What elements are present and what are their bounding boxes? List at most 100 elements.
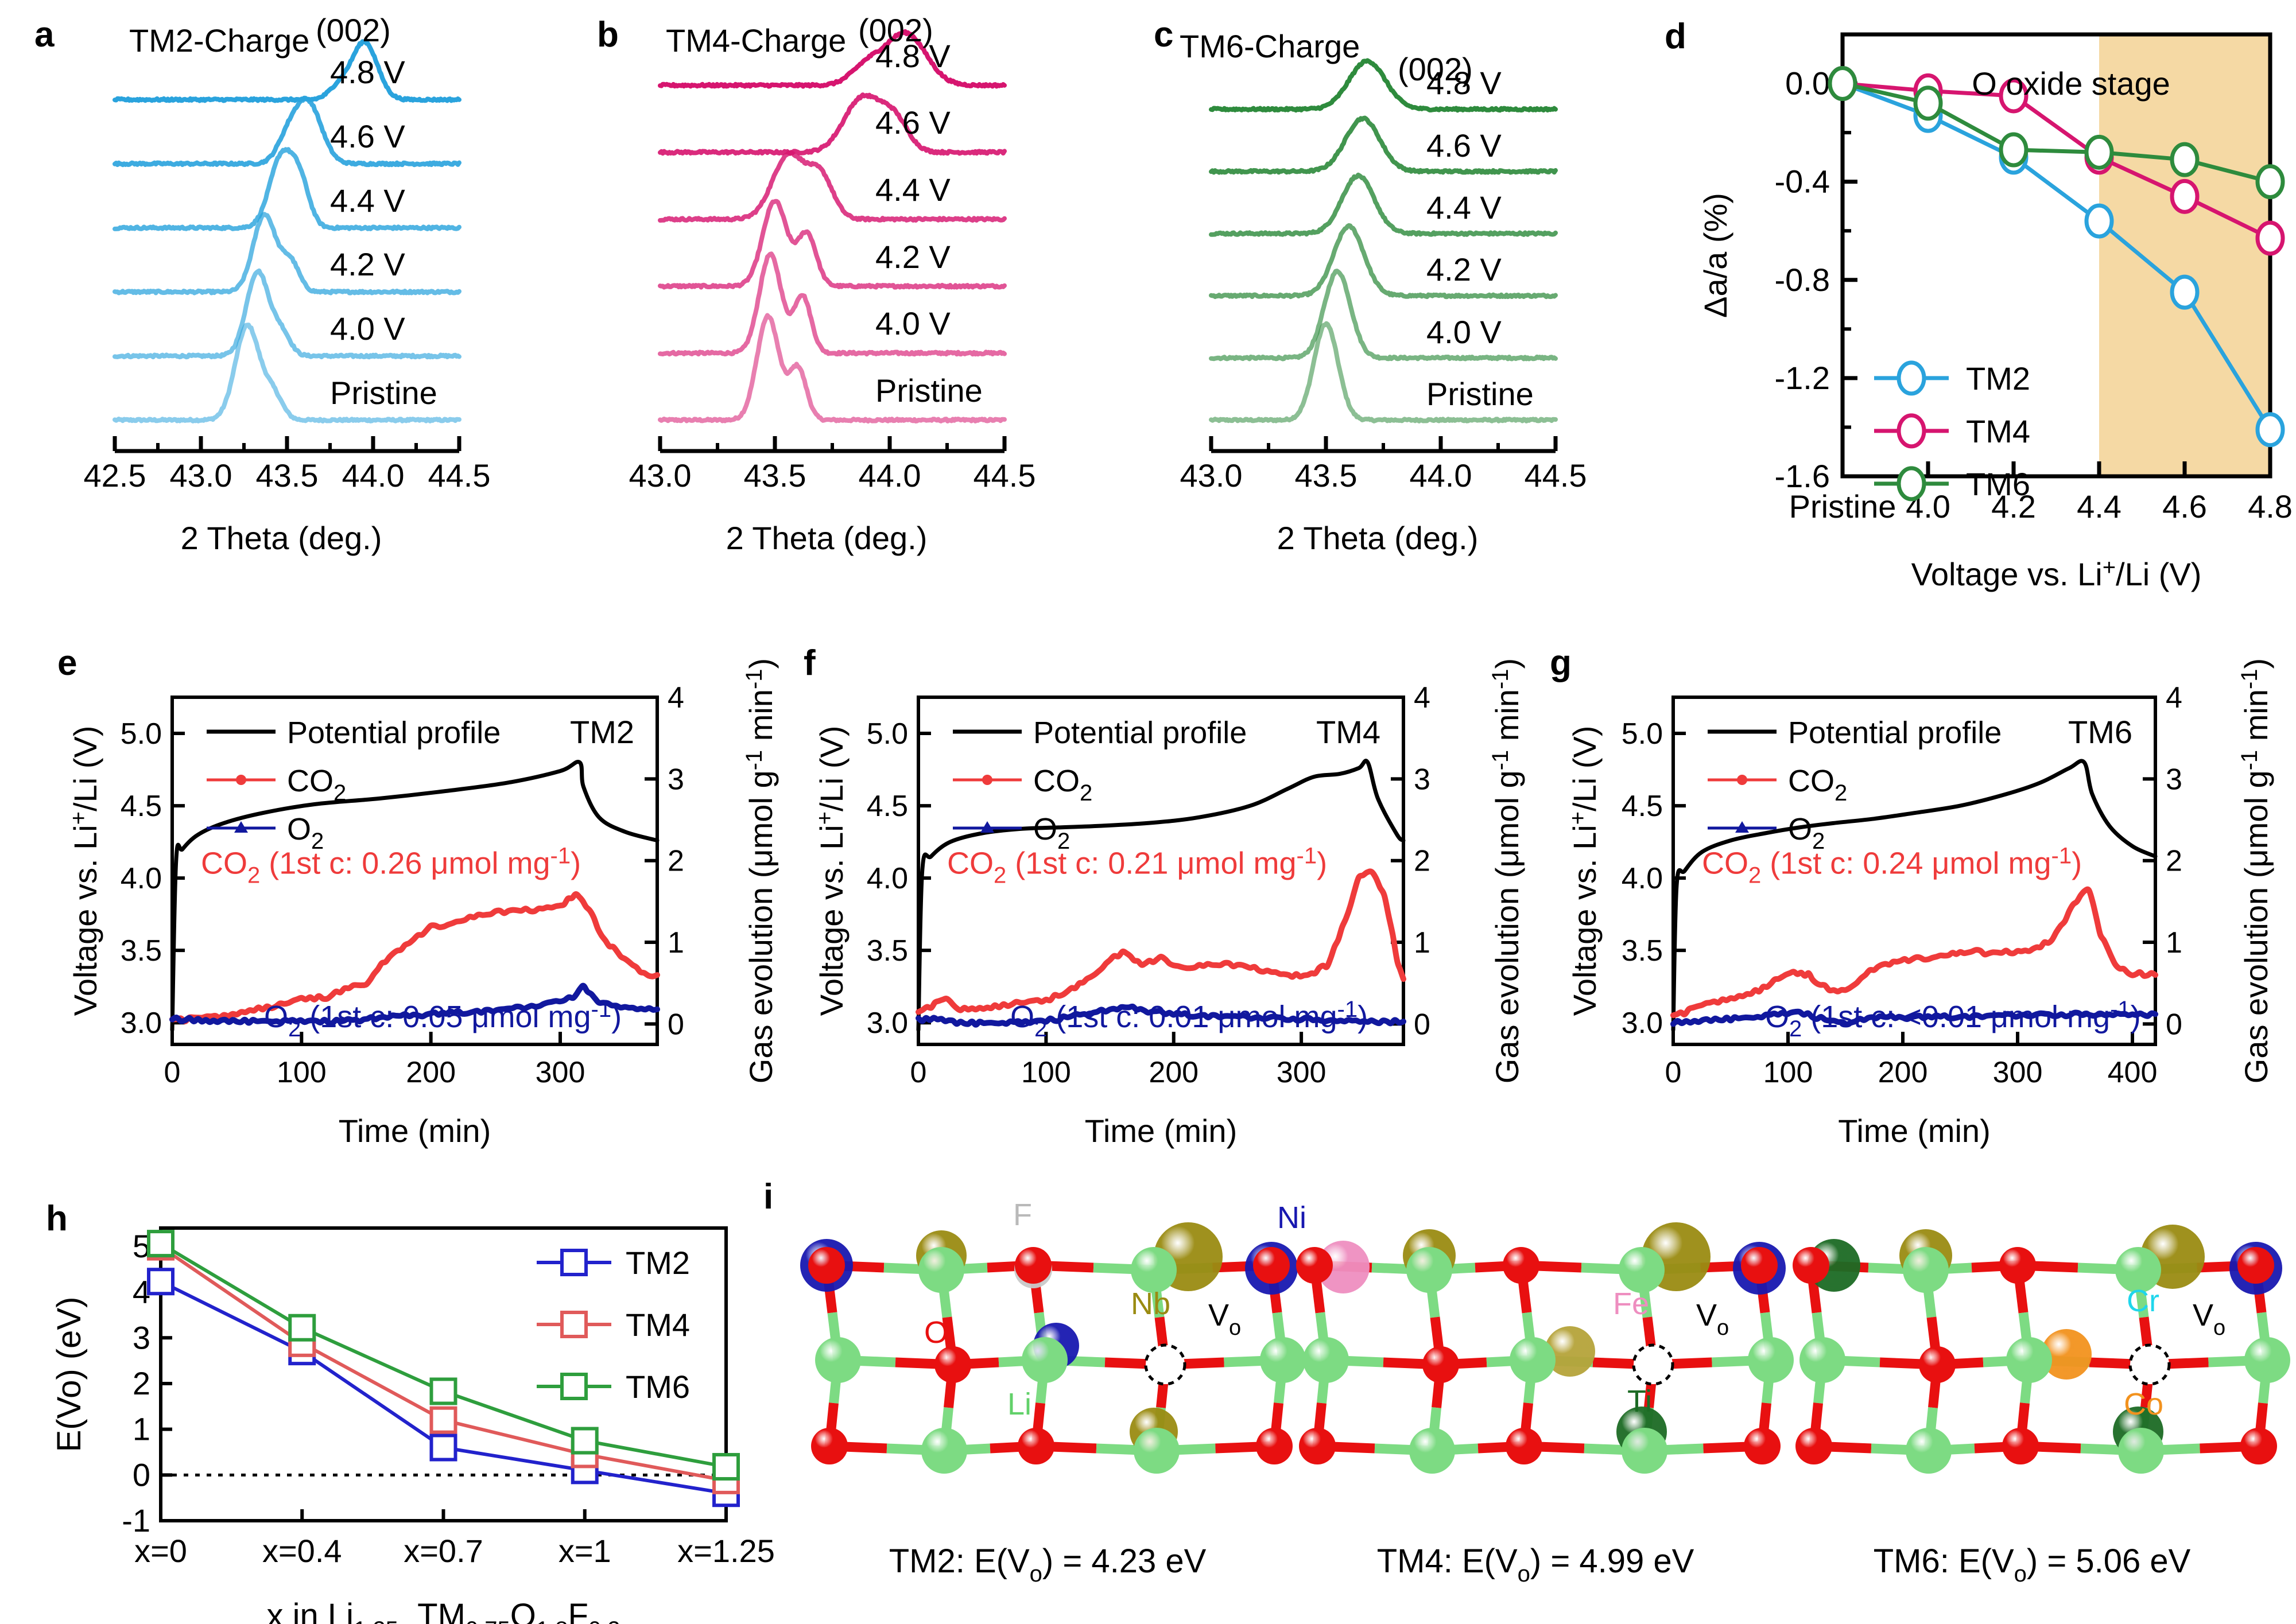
xtick-label: 4.6 — [2162, 488, 2207, 525]
panel-b: b TM4-Charge (002) 4.8 V 4.6 V 4.4 V 4.2 V 4… — [597, 0, 1171, 574]
ytick-right: 4 — [2166, 681, 2182, 714]
data-point-tm6 — [288, 1314, 316, 1342]
atom-Li — [1131, 1247, 1177, 1293]
xrd-curve-pristine — [658, 313, 1007, 424]
xtick-label: 400 — [2108, 1056, 2158, 1089]
atom-O — [1793, 1247, 1829, 1284]
xtick-label: 43.5 — [743, 457, 806, 494]
ytick-left: 5.0 — [867, 717, 908, 751]
panel-i-structures: F Ni Nb Vo O Li TM2: E(Vo) = 4.23 eV Fe Vo Ti TM4:… — [800, 1198, 2290, 1587]
data-point-tm2 — [2255, 412, 2285, 448]
atom-Li — [1134, 1428, 1180, 1474]
ytick-label: 1 — [133, 1411, 150, 1447]
ytick-label: 0 — [133, 1456, 150, 1493]
series-line-tm2 — [1841, 81, 2272, 431]
xrd-curve-label: Pristine — [330, 374, 437, 411]
ytick-right: 0 — [2166, 1008, 2182, 1041]
panel-a-plot: TM2-Charge (002) — [113, 12, 461, 453]
series-potential-profile — [1671, 759, 2158, 1032]
ytick-right: 2 — [1414, 845, 1430, 878]
series-o2 — [1670, 1008, 2158, 1028]
atom-Li — [1906, 1428, 1952, 1474]
panel-e-plot: 3.0 3.5 4.0 4.5 5.0 0 1 2 3 4 0 100 200 300 Potential … — [66, 658, 779, 1149]
atom-tm4 — [1545, 1326, 1595, 1377]
xlabel: Time (min) — [1838, 1113, 1990, 1149]
panel-h-xlabel: x in Li1.25-xTM0.75O1.8F0.2 — [266, 1597, 620, 1624]
sample-tag: TM2 — [570, 714, 634, 750]
atom-Li — [1303, 1337, 1349, 1383]
atom-Li — [1619, 1247, 1665, 1293]
xtick-label: 0 — [910, 1056, 927, 1089]
atom-label-nb: Nb — [1131, 1287, 1170, 1321]
ylabel-right: Gas evolution (μmol g-1 min-1) — [742, 658, 779, 1083]
ytick-label: -1.2 — [1775, 360, 1830, 396]
atom-Li — [2115, 1247, 2161, 1293]
atom-O — [1256, 1428, 1293, 1464]
atom-label-o: O — [924, 1315, 948, 1350]
xrd-curve-40v — [658, 251, 1007, 357]
xtick-label: 43.5 — [255, 457, 319, 494]
atom-label-f: F — [1013, 1198, 1032, 1232]
atom-tm0 — [1317, 1241, 1370, 1293]
xtick-label: 200 — [1878, 1056, 1928, 1089]
oxide-stage-annotation: O oxide stage — [1972, 65, 2170, 102]
panel-g: g 3.0 3.5 4.0 4.5 5.0 0 1 2 3 4 0 100 200 300 400 Poten… — [1550, 643, 2296, 1159]
atom-Li — [1799, 1337, 1845, 1383]
series-o2 — [916, 1003, 1406, 1028]
ytick-label: 0.0 — [1785, 65, 1830, 102]
atom-Li — [1022, 1337, 1068, 1383]
xtick-label: x=0 — [134, 1533, 187, 1569]
atom-label-ti: Ti — [1627, 1384, 1652, 1419]
panel-c-plot: TM6-Charge (002) — [1180, 28, 1558, 453]
panel-e: e 3.0 3.5 4.0 4.5 5.0 0 1 2 3 4 0 100 200 300 Potentia… — [57, 643, 815, 1159]
legend-label-potential: Potential profile — [1033, 716, 1247, 750]
xtick-label: 43.0 — [169, 457, 232, 494]
ytick-right: 3 — [668, 763, 684, 796]
ytick-right: 2 — [668, 845, 684, 878]
oxygen-vacancy — [2128, 1343, 2171, 1386]
atom-Li — [1622, 1428, 1667, 1474]
xtick-label: Pristine — [1789, 488, 1896, 525]
xtick-label: x=0.4 — [262, 1533, 342, 1569]
xtick-label: 4.4 — [2077, 488, 2122, 525]
atom-tm4 — [2041, 1329, 2092, 1380]
sample-tag: TM4 — [1316, 714, 1380, 750]
series-o2 — [169, 982, 660, 1027]
ytick-right: 0 — [1414, 1008, 1430, 1041]
legend-label-potential: Potential profile — [1788, 716, 2002, 750]
panel-g-plot: 3.0 3.5 4.0 4.5 5.0 0 1 2 3 4 0 100 200 300 400 Potenti… — [1565, 658, 2274, 1149]
panel-a: a TM2-Charge (002) 4.8 V 4.6 V 4.4 V 4.2 V 4… — [34, 0, 608, 574]
panel-c-label: c — [1154, 15, 1174, 55]
xrd-curve-46v — [113, 95, 461, 168]
panel-e-label: e — [57, 643, 77, 683]
xrd-curve-label: 4.2 V — [875, 238, 951, 275]
legend-label-o2: O2 — [1788, 812, 1825, 854]
xrd-curve-label: 4.6 V — [875, 104, 951, 141]
legend-label-o2: O2 — [1033, 812, 1070, 854]
panel-b-label: b — [597, 15, 619, 55]
atom-O — [1018, 1428, 1054, 1464]
ytick-left: 3.0 — [1622, 1007, 1663, 1040]
ylabel-right: Gas evolution (μmol g-1 min-1) — [1488, 658, 1525, 1083]
atom-O — [1253, 1247, 1290, 1284]
legend-label-tm2: TM2 — [626, 1245, 690, 1281]
xrd-curve-40v — [113, 268, 461, 360]
xrd-curve-label: Pristine — [1426, 376, 1534, 412]
data-point-tm6 — [2255, 164, 2285, 200]
ytick-label: -1.6 — [1775, 458, 1830, 494]
legend-label-o2: O2 — [287, 812, 324, 854]
xrd-curve-46v — [1209, 115, 1558, 175]
o2-annotation: O2 (1st c: <0.01 μmol mg-1) — [1765, 997, 2141, 1042]
xrd-curve-pristine — [113, 323, 461, 424]
data-point-tm4 — [1999, 78, 2029, 114]
xrd-curve-48v — [658, 29, 1007, 89]
ylabel-left: Voltage vs. Li+/Li (V) — [1565, 726, 1603, 1016]
atom-label-co: Co — [2124, 1387, 2163, 1421]
atom-O — [808, 1247, 845, 1284]
ytick-left: 3.5 — [1622, 934, 1663, 968]
data-point-tm6 — [429, 1377, 457, 1405]
ytick-right: 4 — [1414, 681, 1430, 714]
panel-a-title: TM2-Charge — [129, 22, 309, 59]
panel-b-xlabel: 2 Theta (deg.) — [726, 520, 928, 556]
xrd-curve-label: 4.4 V — [1426, 189, 1502, 226]
